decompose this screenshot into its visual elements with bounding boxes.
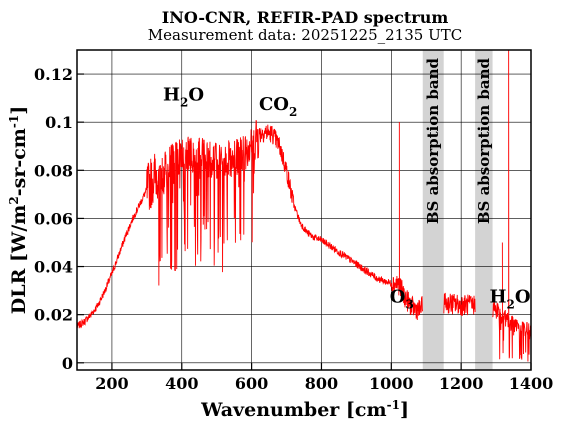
- spectrum-line-segment-1: [76, 119, 424, 329]
- spectrum-line-segment-3: [492, 49, 532, 362]
- x-tick-label: 600: [235, 374, 268, 393]
- annotation-h2o-right: H2O: [490, 287, 531, 312]
- band-label-1: BS absorption band: [424, 58, 442, 225]
- y-tick-label: 0.04: [34, 258, 73, 277]
- spectrum-line-segment-2: [443, 292, 476, 316]
- annotations: H2O CO2 O3 H2O: [163, 85, 531, 312]
- y-axis-label: DLR [W/m2-sr-cm-1]: [7, 106, 30, 314]
- x-tick-label: 1400: [509, 374, 554, 393]
- x-axis-label: Wavenumber [cm-1]: [200, 398, 409, 421]
- plot-frame: [76, 49, 532, 371]
- chart-title: INO-CNR, REFIR-PAD spectrum: [162, 8, 449, 27]
- annotation-h2o-left: H2O: [163, 85, 204, 110]
- x-axis-ticks: 200 400 600 800 1000 1200 1400: [95, 363, 553, 393]
- absorption-band-2: [475, 50, 493, 370]
- spectrum-series: [76, 49, 532, 362]
- absorption-band-1: [422, 50, 444, 370]
- band-label-2: BS absorption band: [475, 58, 493, 225]
- y-tick-label: 0.1: [45, 113, 73, 132]
- x-tick-label: 1200: [439, 374, 484, 393]
- x-tick-label: 200: [95, 374, 128, 393]
- annotation-co2: CO2: [259, 94, 297, 119]
- y-tick-label: 0.12: [34, 65, 73, 84]
- x-tick-label: 400: [165, 374, 198, 393]
- x-tick-label: 1000: [369, 374, 414, 393]
- annotation-o3: O3: [390, 287, 414, 312]
- absorption-bands: BS absorption band BS absorption band: [422, 50, 493, 370]
- y-tick-label: 0.06: [34, 209, 73, 228]
- y-axis-ticks: 0 0.02 0.04 0.06 0.08 0.1 0.12: [34, 65, 84, 373]
- x-tick-label: 800: [305, 374, 338, 393]
- y-tick-label: 0.02: [34, 306, 73, 325]
- chart-subtitle: Measurement data: 20251225_2135 UTC: [148, 26, 462, 44]
- y-tick-label: 0: [62, 354, 73, 373]
- grid-lines: [77, 50, 532, 370]
- y-tick-label: 0.08: [34, 161, 73, 180]
